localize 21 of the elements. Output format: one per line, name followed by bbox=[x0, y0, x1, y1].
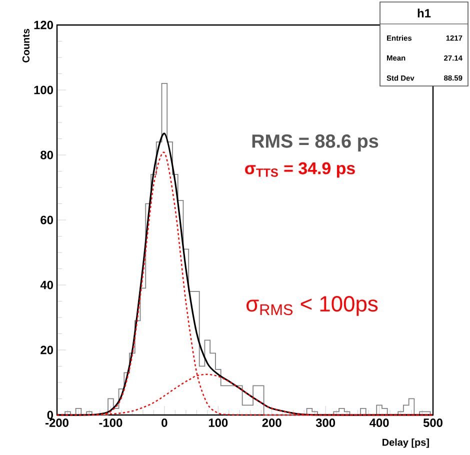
text: h1 bbox=[418, 8, 431, 18]
annotation: RMS = 88.6 ps bbox=[252, 134, 378, 152]
x-tick-label: 400 bbox=[370, 418, 389, 427]
y-tick-label: 80 bbox=[40, 150, 53, 160]
x-tick-label: 500 bbox=[423, 418, 442, 427]
x-tick-label: 0 bbox=[162, 418, 168, 427]
x-tick-label: -100 bbox=[99, 418, 122, 427]
x-tick-label: 300 bbox=[316, 418, 336, 427]
x-tick-label: -200 bbox=[46, 418, 68, 427]
annotation: σ$_{RMS}$ < 100ps bbox=[246, 296, 378, 316]
x-axis-title: Delay [ps] bbox=[382, 438, 429, 448]
x-tick-label: 100 bbox=[208, 418, 228, 427]
y-tick-label: 60 bbox=[40, 216, 53, 224]
y-tick-label: 120 bbox=[34, 20, 53, 30]
x-tick-label: 200 bbox=[262, 418, 282, 427]
y-tick-label: 0 bbox=[47, 410, 53, 420]
y-tick-label: 100 bbox=[34, 86, 53, 94]
y-tick-label: 40 bbox=[40, 280, 53, 290]
y-axis-title: Counts bbox=[22, 28, 30, 62]
y-tick-label: 20 bbox=[40, 346, 53, 354]
annotation: σ$_{TTS}$ = 34.9 ps bbox=[245, 162, 355, 178]
